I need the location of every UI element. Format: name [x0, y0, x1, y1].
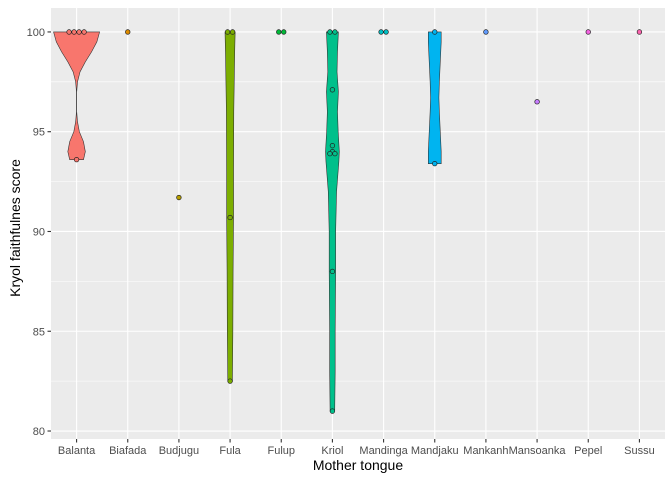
x-tick-label: Mandjaku [411, 445, 459, 457]
y-tick-label: 85 [33, 326, 45, 338]
x-tick-label: Mandinga [359, 445, 408, 457]
x-axis-ticks: Balanta Biafada Budjugu Fula Fulup Kriol Mandi… [58, 439, 655, 457]
x-tick-label: Mansoanka [509, 445, 567, 457]
data-point [329, 143, 336, 149]
data-point [383, 29, 389, 35]
data-point [432, 29, 438, 35]
plot-panel [51, 8, 665, 439]
x-tick-label: Fula [219, 445, 241, 457]
data-point [378, 29, 384, 35]
data-point [329, 268, 336, 275]
data-point [329, 408, 336, 414]
data-point [332, 151, 338, 157]
data-point [229, 29, 236, 35]
data-point [534, 99, 540, 105]
y-axis-ticks: 80 85 90 95 100 [27, 27, 51, 438]
data-point [176, 194, 182, 201]
y-tick-label: 80 [33, 426, 45, 438]
violin-kriol [325, 31, 340, 412]
y-tick-label: 95 [33, 127, 45, 139]
data-points [66, 29, 643, 414]
data-point [227, 214, 233, 221]
data-point [327, 151, 333, 157]
data-point [636, 29, 643, 35]
data-point [76, 29, 82, 35]
data-point [81, 29, 87, 35]
violin-balanta [53, 31, 101, 160]
data-point [281, 29, 287, 35]
data-point [125, 29, 131, 35]
data-point [332, 29, 338, 35]
x-tick-label: Biafada [109, 445, 147, 457]
data-point [224, 29, 231, 35]
data-point [327, 29, 333, 35]
data-point [66, 29, 72, 35]
data-point [483, 29, 489, 35]
x-axis-title: Mother tongue [313, 457, 403, 473]
data-point [432, 160, 438, 167]
data-point [227, 378, 233, 384]
x-tick-label: Balanta [58, 445, 96, 457]
x-tick-label: Budjugu [159, 445, 199, 457]
data-point [585, 29, 591, 35]
data-point [276, 29, 282, 35]
y-axis-title: Kryol faithfulnes score [7, 159, 23, 297]
data-point [71, 29, 77, 35]
y-tick-label: 90 [33, 226, 45, 238]
y-tick-label: 100 [27, 27, 45, 39]
data-point [329, 87, 336, 93]
x-tick-label: Kriol [321, 445, 343, 457]
x-tick-label: Fulup [267, 445, 295, 457]
violin-mandjaku [428, 31, 442, 164]
x-tick-label: Sussu [624, 445, 655, 457]
data-point [73, 156, 80, 163]
x-tick-label: Pepel [574, 445, 602, 457]
minor-gridlines [51, 81, 665, 382]
x-tick-label: Mankanh [463, 445, 508, 457]
